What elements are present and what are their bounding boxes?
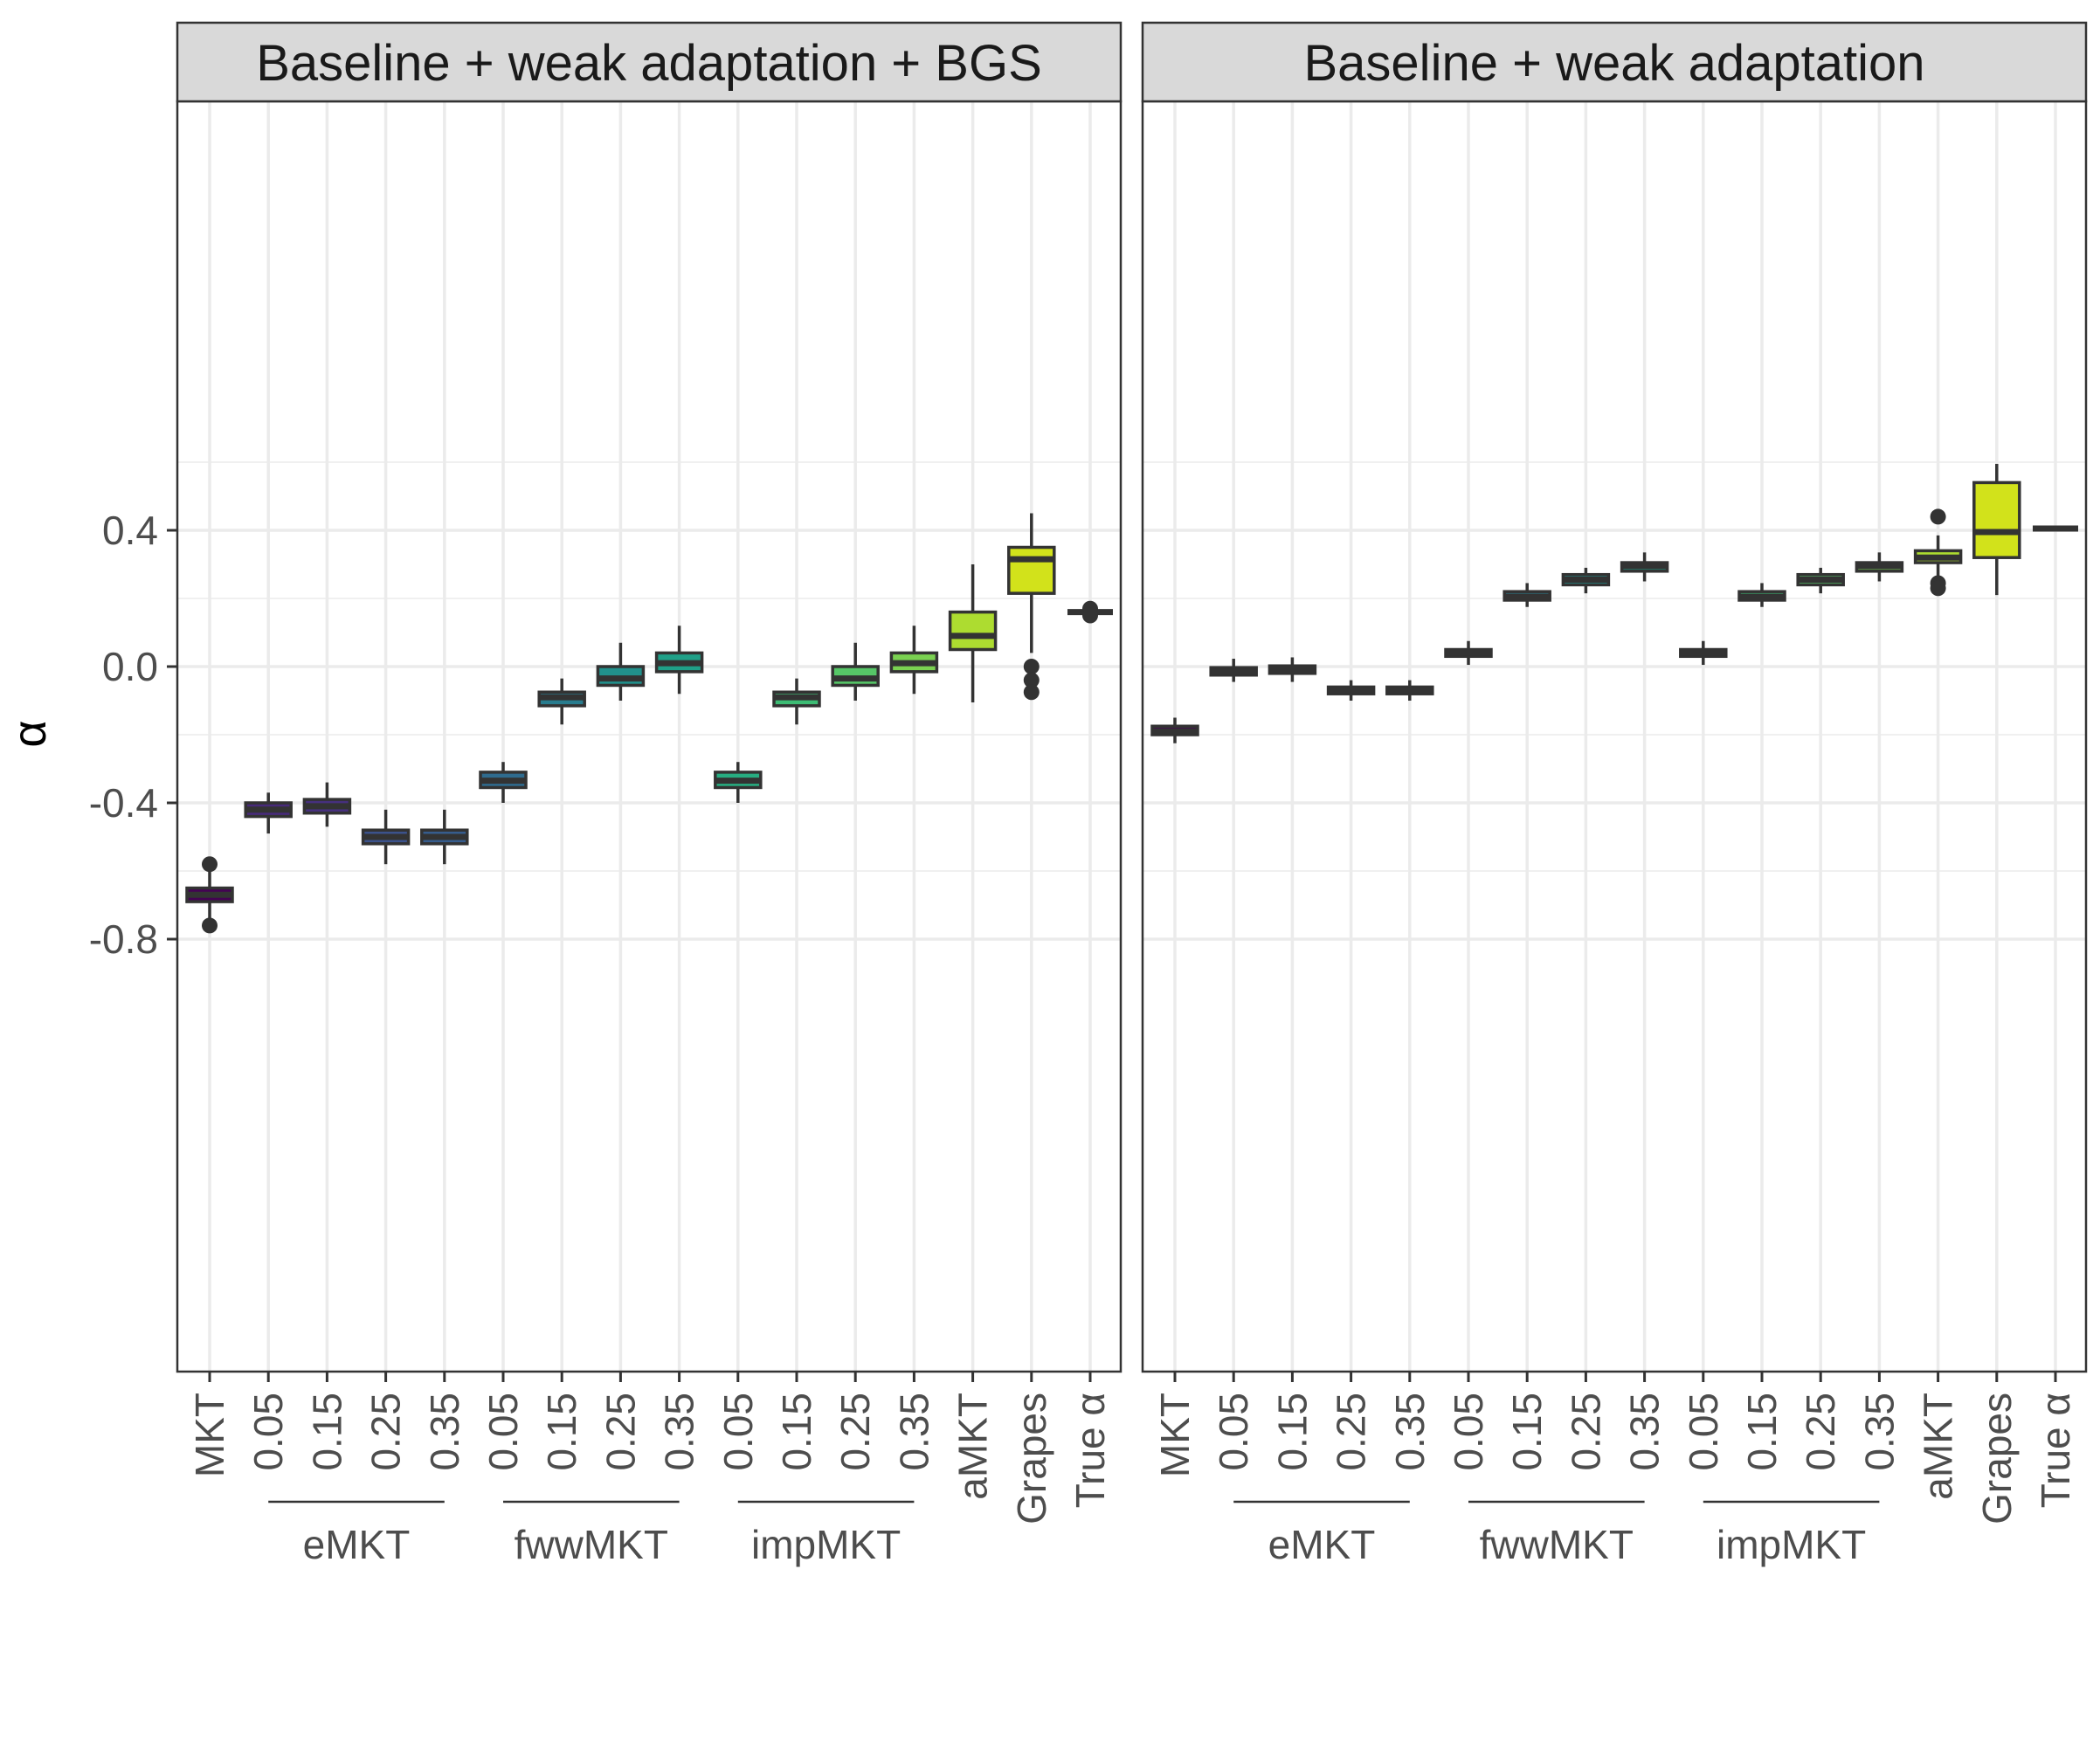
outlier-point xyxy=(202,917,218,934)
box-body xyxy=(1972,480,2021,559)
panel-background xyxy=(177,101,1121,1372)
x-tick-label: 0.05 xyxy=(1446,1393,1491,1471)
x-tick-label: 0.05 xyxy=(245,1393,291,1471)
box-1-11 xyxy=(772,678,821,725)
box-2-9 xyxy=(1620,552,1669,582)
outlier-point xyxy=(1082,607,1098,624)
box-2-7 xyxy=(1502,583,1551,607)
box-2-15 xyxy=(1972,463,2021,596)
outlier-point xyxy=(1023,672,1040,688)
box-2-12 xyxy=(1796,567,1845,594)
x-tick-label: 0.35 xyxy=(891,1393,936,1471)
x-tick-label: 0.35 xyxy=(1856,1393,1902,1471)
outlier-point xyxy=(1023,659,1040,674)
x-tick-label: 0.15 xyxy=(1504,1393,1550,1471)
group-label: impMKT xyxy=(1717,1522,1866,1567)
x-tick-label: 0.15 xyxy=(304,1393,349,1471)
x-tick-label: 0.25 xyxy=(1563,1393,1608,1471)
box-1-4 xyxy=(361,809,411,865)
x-tick-label: aMKT xyxy=(950,1393,996,1500)
x-tick-label: 0.15 xyxy=(1269,1393,1315,1471)
y-tick-label: -0.4 xyxy=(89,780,158,826)
x-tick-label: 0.35 xyxy=(422,1393,467,1471)
y-tick-label: 0.0 xyxy=(102,644,158,689)
box-1-6 xyxy=(479,762,528,803)
x-tick-label: 0.05 xyxy=(480,1393,526,1471)
box-1-8 xyxy=(596,642,646,701)
x-tick-label: Grapes xyxy=(1974,1393,2020,1524)
x-tick-label: MKT xyxy=(187,1393,232,1477)
box-2-6 xyxy=(1444,640,1493,666)
box-1-12 xyxy=(831,642,880,701)
x-tick-label: 0.25 xyxy=(1798,1393,1843,1471)
facet-strip xyxy=(1141,21,2088,103)
box-1-13 xyxy=(889,626,939,695)
box-2-4 xyxy=(1326,680,1376,701)
facet-title: Baseline + weak adaptation + BGS xyxy=(256,35,1042,92)
x-tick-label: 0.05 xyxy=(1211,1393,1256,1471)
y-tick-label: -0.8 xyxy=(89,916,158,962)
x-tick-label: 0.25 xyxy=(363,1393,409,1471)
x-tick-label: True α xyxy=(1067,1393,1113,1508)
box-body xyxy=(1007,545,1056,595)
x-tick-label: 0.25 xyxy=(1329,1393,1374,1471)
group-label: fwwMKT xyxy=(1480,1522,1634,1567)
x-tick-label: 0.35 xyxy=(657,1393,702,1471)
box-1-5 xyxy=(420,809,469,865)
outlier-point xyxy=(202,856,218,873)
box-2-14 xyxy=(1913,508,1963,597)
box-2-8 xyxy=(1561,567,1611,594)
outlier-point xyxy=(1930,508,1946,525)
x-tick-label: True α xyxy=(2033,1393,2078,1508)
group-label: fwwMKT xyxy=(515,1522,668,1567)
panel-background xyxy=(1143,101,2086,1372)
y-tick-label: 0.4 xyxy=(102,508,158,553)
x-tick-label: aMKT xyxy=(1916,1393,1961,1500)
box-2-11 xyxy=(1737,583,1786,607)
box-2-10 xyxy=(1679,640,1728,666)
box-1-15 xyxy=(1007,513,1056,701)
box-body xyxy=(948,610,998,652)
group-label: impMKT xyxy=(751,1522,901,1567)
box-1-10 xyxy=(714,762,763,803)
box-2-3 xyxy=(1268,657,1317,682)
x-tick-label: 0.05 xyxy=(715,1393,761,1471)
x-tick-label: 0.25 xyxy=(598,1393,643,1471)
facet-strip xyxy=(176,21,1123,103)
facet-panel-1: Baseline + weak adaptation + BGS MKT 0.05 0… xyxy=(176,21,1123,1567)
box-1-16 xyxy=(1067,600,1113,624)
box-1-2 xyxy=(244,792,293,834)
facet-title: Baseline + weak adaptation xyxy=(1303,35,1924,92)
x-tick-label: 0.15 xyxy=(1739,1393,1785,1471)
box-1-1 xyxy=(185,856,234,934)
x-tick-label: 0.35 xyxy=(1622,1393,1668,1471)
outlier-point xyxy=(1023,684,1040,701)
box-2-2 xyxy=(1209,659,1258,682)
box-1-7 xyxy=(537,678,586,725)
group-label: eMKT xyxy=(1268,1522,1376,1567)
x-tick-label: 0.15 xyxy=(774,1393,819,1471)
group-label: eMKT xyxy=(303,1522,411,1567)
outlier-point xyxy=(1930,580,1946,597)
box-2-13 xyxy=(1855,552,1904,582)
x-tick-label: 0.35 xyxy=(1387,1393,1433,1471)
y-axis-title: α xyxy=(3,720,56,747)
x-tick-label: MKT xyxy=(1152,1393,1198,1477)
box-1-9 xyxy=(654,626,704,695)
x-tick-label: 0.05 xyxy=(1681,1393,1726,1471)
box-1-14 xyxy=(948,564,998,702)
box-2-5 xyxy=(1385,680,1434,701)
x-tick-label: Grapes xyxy=(1009,1393,1054,1524)
x-tick-label: 0.15 xyxy=(539,1393,584,1471)
box-2-1 xyxy=(1150,717,1199,743)
x-tick-label: 0.25 xyxy=(832,1393,878,1471)
facet-panel-2: Baseline + weak adaptation MKT 0.05 0.15 0.2… xyxy=(1141,21,2088,1567)
box-1-3 xyxy=(302,782,352,827)
